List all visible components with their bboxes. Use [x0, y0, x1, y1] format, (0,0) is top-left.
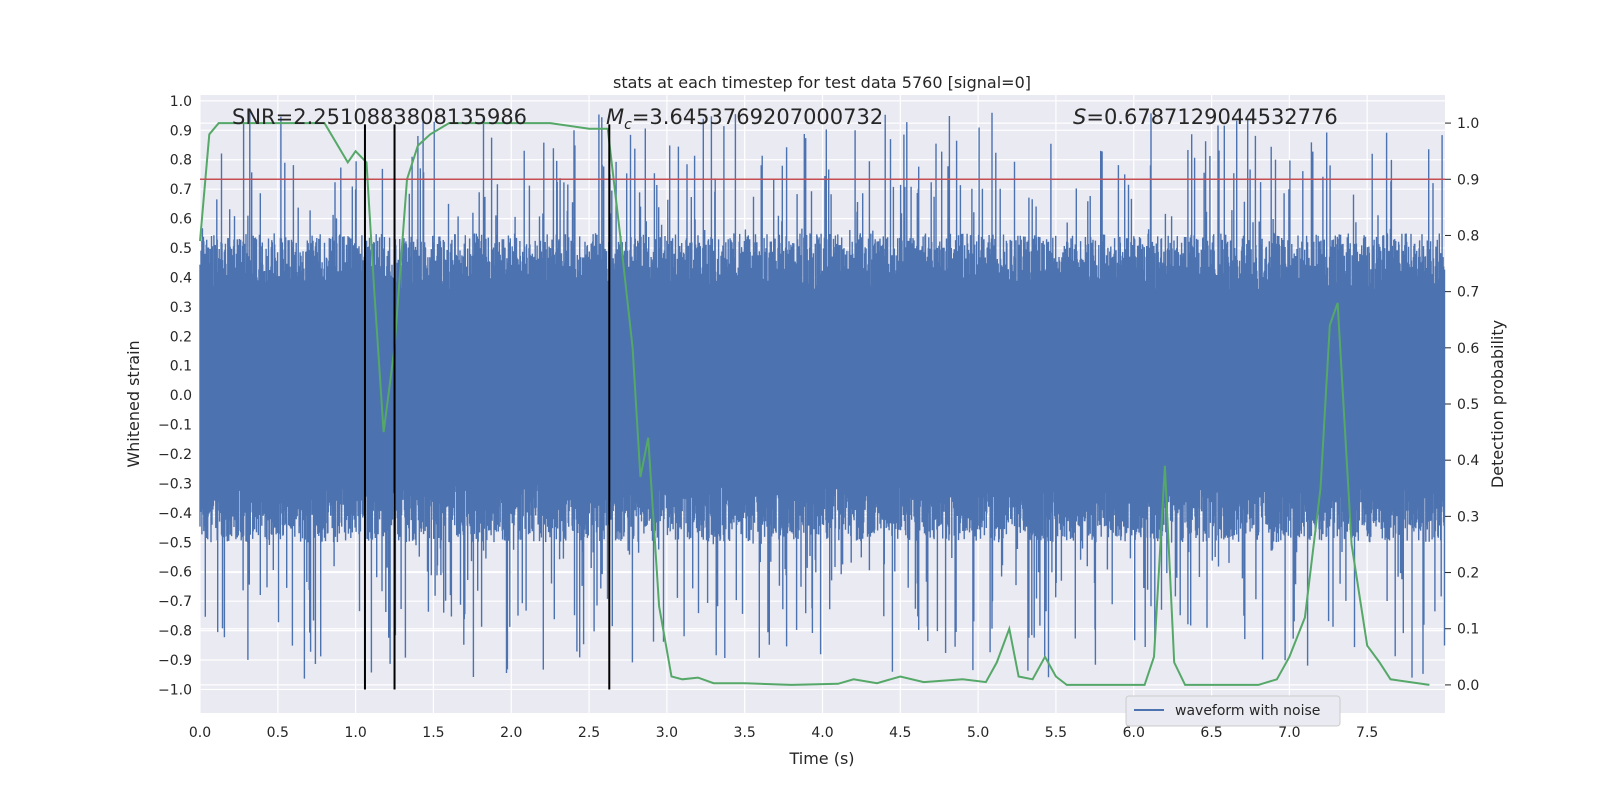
- x-tick-label: 3.5: [734, 725, 756, 741]
- tick-labels: 0.0 0.5 1.0 1.5 2.0 2.5 3.0 3.5 4.0 4.5 5.0 5.5 6.0 6…: [158, 94, 1479, 741]
- y-tick-label: 1.0: [170, 94, 192, 110]
- y2-tick-label: 0.5: [1457, 397, 1479, 413]
- y-tick-label: −0.9: [158, 653, 192, 669]
- y2-tick-label: 0.9: [1457, 172, 1479, 188]
- x-tick-label: 1.0: [344, 725, 366, 741]
- y-tick-label: 0.9: [170, 123, 192, 139]
- y2-tick-label: 0.2: [1457, 566, 1479, 582]
- y-tick-label: −0.8: [158, 624, 192, 640]
- x-tick-label: 0.5: [267, 725, 289, 741]
- y-tick-label: −0.1: [158, 418, 192, 434]
- x-tick-label: 4.5: [889, 725, 911, 741]
- legend-label: waveform with noise: [1175, 703, 1320, 719]
- noise-core-band: [200, 292, 1445, 484]
- y-tick-label: −0.3: [158, 476, 192, 492]
- legend: waveform with noise: [1125, 695, 1341, 727]
- x-tick-label: 2.0: [500, 725, 522, 741]
- s-symbol: S: [1073, 105, 1086, 129]
- x-tick-label: 5.0: [967, 725, 989, 741]
- chirp-mass-symbol: M: [606, 105, 624, 129]
- y-tick-label: 0.5: [170, 241, 192, 257]
- x-tick-label: 4.0: [811, 725, 833, 741]
- y-tick-label: 0.6: [170, 212, 192, 228]
- y2-tick-label: 0.6: [1457, 341, 1479, 357]
- x-tick-label: 7.5: [1356, 725, 1378, 741]
- s-value: =0.6787129044532776: [1086, 105, 1337, 129]
- snr-annotation: SNR=2.2510883808135986: [232, 105, 527, 129]
- chart-title: stats at each timestep for test data 576…: [613, 73, 1031, 92]
- x-tick-label: 0.0: [189, 725, 211, 741]
- y-tick-label: 0.1: [170, 359, 192, 375]
- x-axis-label: Time (s): [788, 749, 854, 768]
- noise-series: [199, 110, 1446, 679]
- x-tick-label: 1.5: [422, 725, 444, 741]
- legend-box: [1125, 695, 1341, 727]
- y-tick-label: −0.5: [158, 535, 192, 551]
- x-tick-label: 7.0: [1278, 725, 1300, 741]
- x-tick-label: 3.0: [656, 725, 678, 741]
- y2-tick-label: 0.3: [1457, 509, 1479, 525]
- y-axis-label: Whitened strain: [124, 340, 143, 467]
- y-tick-label: −0.4: [158, 506, 192, 522]
- x-tick-label: 2.5: [578, 725, 600, 741]
- y-tick-label: −0.7: [158, 594, 192, 610]
- chirp-mass-value: =3.6453769207000732: [632, 105, 883, 129]
- y-tick-label: 0.0: [170, 388, 192, 404]
- y-tick-label: 0.3: [170, 300, 192, 316]
- x-tick-label: 5.5: [1045, 725, 1067, 741]
- y-tick-label: 0.4: [170, 270, 192, 286]
- y2-tick-label: 0.0: [1457, 678, 1479, 694]
- y2-tick-label: 0.1: [1457, 622, 1479, 638]
- y2-tick-label: 0.8: [1457, 228, 1479, 244]
- y-tick-label: 0.7: [170, 182, 192, 198]
- y-tick-label: 0.8: [170, 153, 192, 169]
- reference-lines: [200, 124, 1445, 690]
- y2-tick-label: 0.4: [1457, 453, 1479, 469]
- y-tick-label: −0.6: [158, 565, 192, 581]
- x-tick-label: 6.0: [1123, 725, 1145, 741]
- y-tick-label: −1.0: [158, 682, 192, 698]
- y2-axis-label: Detection probability: [1488, 320, 1507, 488]
- detection-probability-line: [199, 122, 1430, 686]
- x-tick-label: 6.5: [1200, 725, 1222, 741]
- s-annotation: S=0.6787129044532776: [1073, 105, 1338, 129]
- y2-tick-label: 0.7: [1457, 285, 1479, 301]
- y-tick-label: 0.2: [170, 329, 192, 345]
- chirp-mass-annotation: Mc=3.6453769207000732: [606, 105, 883, 133]
- y-tick-label: −0.2: [158, 447, 192, 463]
- y2-tick-label: 1.0: [1457, 116, 1479, 132]
- chirp-mass-subscript: c: [624, 117, 632, 133]
- probability-series: [199, 122, 1430, 686]
